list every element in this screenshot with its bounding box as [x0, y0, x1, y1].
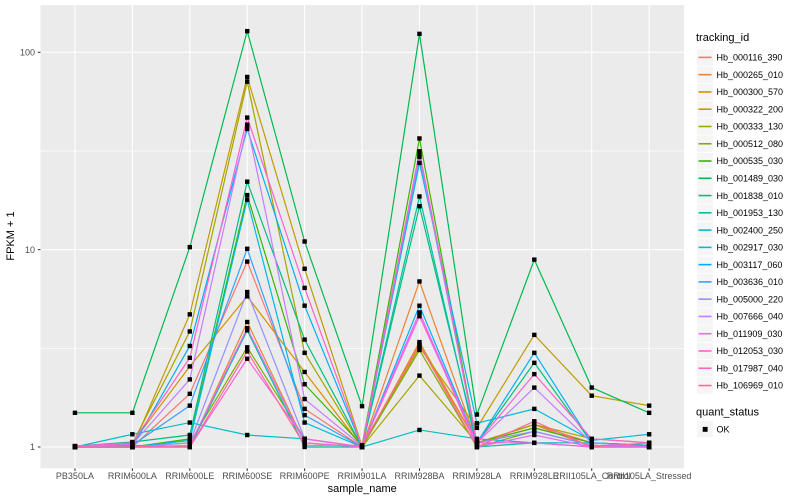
- svg-text:RRIM600SE: RRIM600SE: [222, 471, 272, 481]
- svg-text:FPKM + 1: FPKM + 1: [5, 211, 17, 260]
- svg-text:Hb_005000_220: Hb_005000_220: [717, 294, 784, 304]
- svg-text:Hb_003636_010: Hb_003636_010: [717, 277, 784, 287]
- svg-text:Hb_017987_040: Hb_017987_040: [717, 363, 784, 373]
- svg-text:Hb_000265_010: Hb_000265_010: [717, 70, 784, 80]
- svg-text:tracking_id: tracking_id: [696, 32, 749, 44]
- svg-text:Hb_000300_570: Hb_000300_570: [717, 87, 784, 97]
- svg-text:RRII105LA_Control: RRII105LA_Control: [553, 471, 631, 481]
- svg-text:Hb_007666_040: Hb_007666_040: [717, 312, 784, 322]
- svg-text:RRII105LA_Stressed: RRII105LA_Stressed: [607, 471, 692, 481]
- svg-text:quant_status: quant_status: [696, 407, 759, 419]
- svg-text:sample_name: sample_name: [328, 483, 397, 495]
- svg-text:Hb_001489_030: Hb_001489_030: [717, 173, 784, 183]
- svg-text:OK: OK: [717, 425, 730, 435]
- svg-text:10: 10: [25, 245, 35, 255]
- svg-text:Hb_000322_200: Hb_000322_200: [717, 104, 784, 114]
- svg-text:RRIM600LA: RRIM600LA: [108, 471, 157, 481]
- svg-text:RRIM928LE: RRIM928LE: [510, 471, 559, 481]
- svg-text:Hb_003117_060: Hb_003117_060: [717, 260, 783, 270]
- svg-text:PB350LA: PB350LA: [56, 471, 94, 481]
- svg-text:Hb_012053_030: Hb_012053_030: [717, 346, 784, 356]
- svg-text:Hb_011909_030: Hb_011909_030: [717, 329, 783, 339]
- svg-text:100: 100: [20, 48, 35, 58]
- svg-text:Hb_000535_030: Hb_000535_030: [717, 156, 784, 166]
- svg-text:1: 1: [30, 442, 35, 452]
- svg-text:RRIM600PE: RRIM600PE: [280, 471, 330, 481]
- svg-text:RRIM600LE: RRIM600LE: [165, 471, 214, 481]
- svg-text:Hb_000512_080: Hb_000512_080: [717, 139, 784, 149]
- svg-text:RRIM928LA: RRIM928LA: [452, 471, 501, 481]
- svg-text:Hb_106969_010: Hb_106969_010: [717, 381, 784, 391]
- svg-text:RRIM901LA: RRIM901LA: [338, 471, 387, 481]
- svg-text:Hb_002917_030: Hb_002917_030: [717, 243, 784, 253]
- svg-text:Hb_000333_130: Hb_000333_130: [717, 122, 784, 132]
- svg-text:Hb_001953_130: Hb_001953_130: [717, 208, 784, 218]
- svg-text:Hb_000116_390: Hb_000116_390: [717, 53, 783, 63]
- svg-text:Hb_001838_010: Hb_001838_010: [717, 191, 784, 201]
- svg-text:Hb_002400_250: Hb_002400_250: [717, 225, 784, 235]
- svg-text:RRIM928BA: RRIM928BA: [394, 471, 444, 481]
